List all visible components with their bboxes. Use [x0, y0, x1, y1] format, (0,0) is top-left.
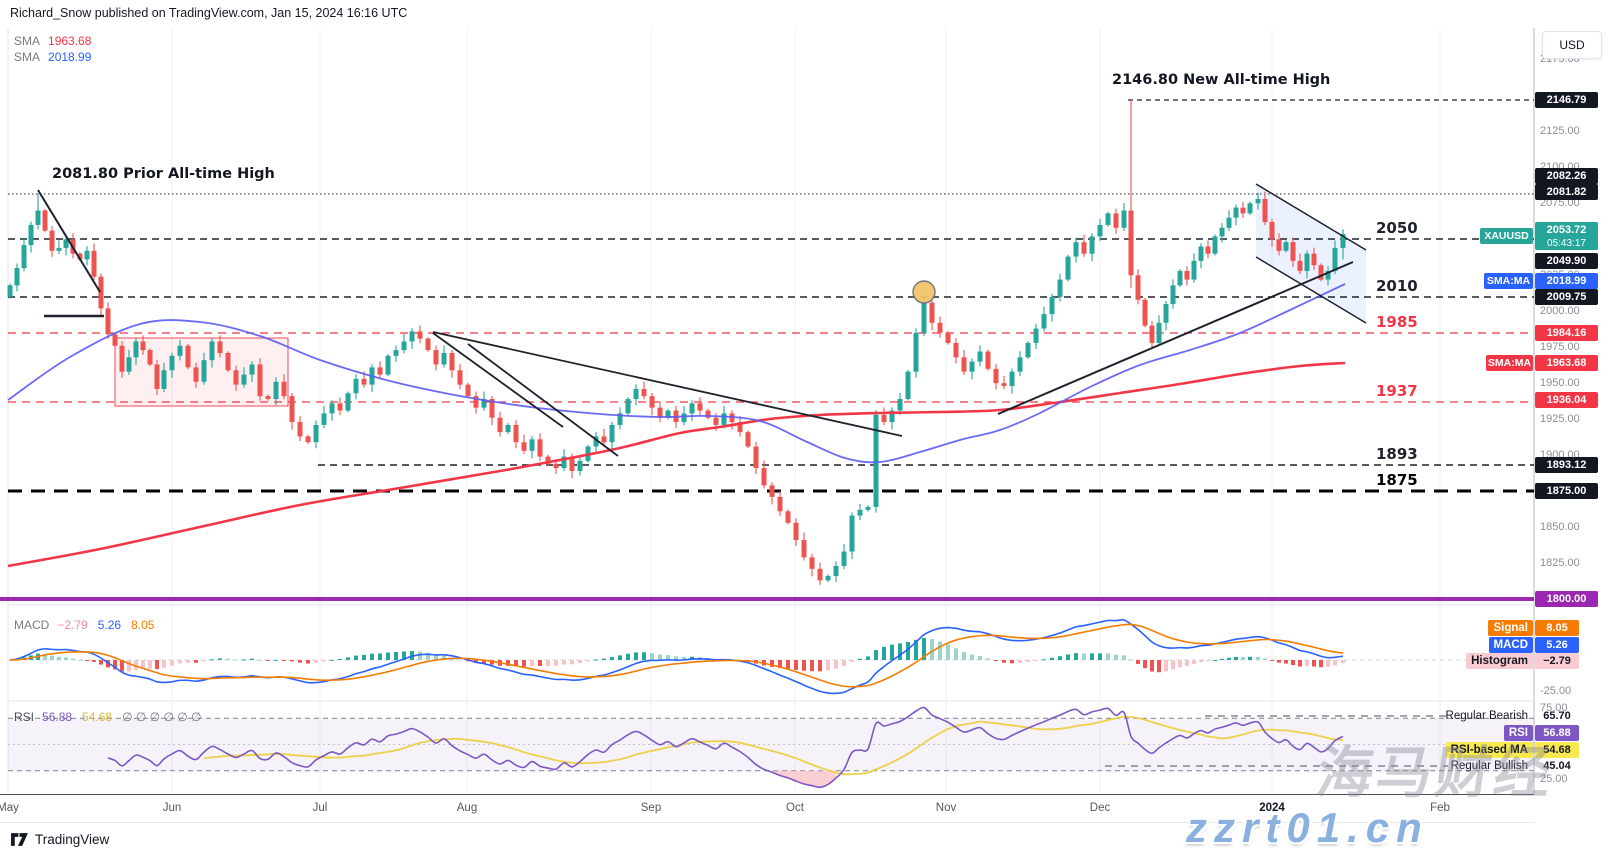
badge-price: 1800.00: [1546, 592, 1587, 605]
rsi-null-values: ∅ ∅ ∅ ∅ ∅ ∅: [122, 710, 202, 724]
month-label: 2024: [1259, 802, 1285, 814]
indicator-row-label: Histogram: [1466, 653, 1533, 669]
sma-legend-row-1[interactable]: SMA 1963.68: [14, 34, 101, 48]
price-axis-badge: 2053.72 05:43:17: [1535, 222, 1598, 250]
rsi-ma-value: 54.68: [82, 710, 113, 724]
badge-price: 2049.90: [1546, 254, 1587, 267]
month-label: Jun: [162, 802, 182, 814]
badge-price: 2082.26: [1546, 169, 1587, 182]
axis-tick: 1950.00: [1540, 377, 1580, 389]
indicator-row-value: 56.88: [1535, 725, 1579, 741]
price-axis-badge: 1893.12: [1535, 457, 1598, 473]
tradingview-brand-text: TradingView: [35, 832, 110, 847]
month-label: Aug: [456, 802, 478, 814]
badge-price: 1893.12: [1546, 458, 1587, 471]
badge-price: 2053.72: [1546, 223, 1587, 236]
indicator-row-label: Signal: [1488, 620, 1533, 636]
indicator-row-label: Regular Bearish: [1445, 710, 1528, 722]
axis-tick: 1825.00: [1540, 557, 1580, 569]
indicator-row-value: 65.70: [1543, 710, 1571, 722]
month-label: Oct: [786, 802, 804, 814]
badge-price: 2018.99: [1546, 274, 1587, 287]
indicator-row-value: 5.26: [1535, 637, 1579, 653]
price-axis-badge: 1936.04: [1535, 392, 1598, 408]
price-axis-badge: 2018.99: [1535, 273, 1598, 289]
badge-price: 1984.16: [1546, 326, 1587, 339]
badge-price: 1875.00: [1546, 484, 1587, 497]
sma-label: SMA: [14, 50, 41, 64]
badge-countdown: 05:43:17: [1547, 237, 1586, 249]
axis-tick: 1925.00: [1540, 413, 1580, 425]
month-label: Dec: [1089, 802, 1111, 814]
series-label-badge: SMA:MA: [1486, 355, 1533, 371]
series-label-badge: XAUUSD: [1480, 228, 1533, 244]
price-axis-badge: 1984.16: [1535, 325, 1598, 341]
series-label-badge: SMA:MA: [1484, 273, 1533, 289]
macd-legend[interactable]: MACD −2.79 5.26 8.05: [14, 618, 164, 632]
indicator-row-value: −2.79: [1535, 653, 1579, 669]
tradingview-logo-icon: [11, 833, 28, 846]
badge-price: 2009.75: [1546, 290, 1587, 303]
badge-price: 2146.79: [1546, 93, 1587, 106]
axis-tick: 75.00: [1540, 702, 1568, 714]
axis-tick: 2125.00: [1540, 125, 1580, 137]
annotation-new-all-time-high: 2146.80 New All-time High: [1112, 72, 1331, 88]
month-label: Nov: [935, 802, 957, 814]
macd-label: MACD: [14, 618, 50, 632]
annotation-prior-all-time-high: 2081.80 Prior All-time High: [52, 166, 275, 182]
rsi-legend[interactable]: RSI 56.88 54.68 ∅ ∅ ∅ ∅ ∅ ∅: [14, 710, 211, 724]
tradingview-attribution[interactable]: TradingView: [10, 831, 109, 848]
key-level-label: 2010: [1376, 277, 1418, 295]
price-scale[interactable]: 2175.002125.002100.002075.002025.002000.…: [0, 0, 1610, 794]
axis-tick: 1850.00: [1540, 521, 1580, 533]
badge-price: 1936.04: [1546, 393, 1587, 406]
sma-legend-row-2[interactable]: SMA 2018.99: [14, 50, 101, 64]
key-level-label: 1985: [1376, 313, 1418, 331]
month-label: May: [0, 802, 19, 814]
axis-tick: 2000.00: [1540, 305, 1580, 317]
price-axis-badge: 2146.79: [1535, 92, 1598, 108]
axis-tick: 1975.00: [1540, 341, 1580, 353]
badge-price: 2081.82: [1546, 185, 1587, 198]
price-axis-badge: 2009.75: [1535, 289, 1598, 305]
price-axis-badge: 2049.90: [1535, 253, 1598, 269]
macd-histogram-value: −2.79: [57, 618, 88, 632]
publish-attribution: Richard_Snow published on TradingView.co…: [10, 6, 408, 20]
price-axis-badge: 1800.00: [1535, 591, 1598, 607]
indicator-row-label: Regular Bullish: [1450, 760, 1528, 772]
key-level-label: 1875: [1376, 471, 1418, 489]
badge-price: 1963.68: [1546, 356, 1587, 369]
time-scale[interactable]: May Jun Jul Aug Sep Oct Nov Dec 2024 Feb: [0, 794, 1534, 823]
indicator-row-label: MACD: [1488, 637, 1533, 653]
price-axis-badge: 2082.26: [1535, 168, 1598, 184]
macd-signal-value: 8.05: [131, 618, 155, 632]
currency-toggle-button[interactable]: USD: [1542, 31, 1602, 59]
axis-tick: 2075.00: [1540, 197, 1580, 209]
indicator-row-value: 54.68: [1535, 742, 1579, 758]
indicator-row-value: 45.04: [1543, 760, 1571, 772]
price-axis-badge: 1963.68: [1535, 355, 1598, 371]
indicator-row-label: RSI: [1503, 725, 1533, 741]
key-level-label: 2050: [1376, 219, 1418, 237]
sma-50-value: 2018.99: [48, 50, 92, 64]
axis-tick: 25.00: [1540, 773, 1568, 785]
month-label: Feb: [1430, 802, 1450, 814]
key-level-label: 1893: [1376, 445, 1418, 463]
price-axis-badge: 1875.00: [1535, 483, 1598, 499]
sma-label: SMA: [14, 34, 41, 48]
sma-200-value: 1963.68: [48, 34, 92, 48]
month-label: Jul: [312, 802, 328, 814]
chart-canvas[interactable]: [0, 0, 1610, 794]
axis-bottom-divider: [0, 822, 1534, 823]
rsi-value: 56.88: [42, 710, 73, 724]
rsi-label: RSI: [14, 710, 35, 724]
macd-line-value: 5.26: [97, 618, 122, 632]
indicator-row-label: RSI-based MA: [1445, 742, 1533, 758]
month-label: Sep: [640, 802, 662, 814]
key-level-label: 1937: [1376, 382, 1418, 400]
indicator-row-value: 8.05: [1535, 620, 1579, 636]
price-axis-badge: 2081.82: [1535, 184, 1598, 200]
axis-tick: -25.00: [1540, 685, 1572, 697]
